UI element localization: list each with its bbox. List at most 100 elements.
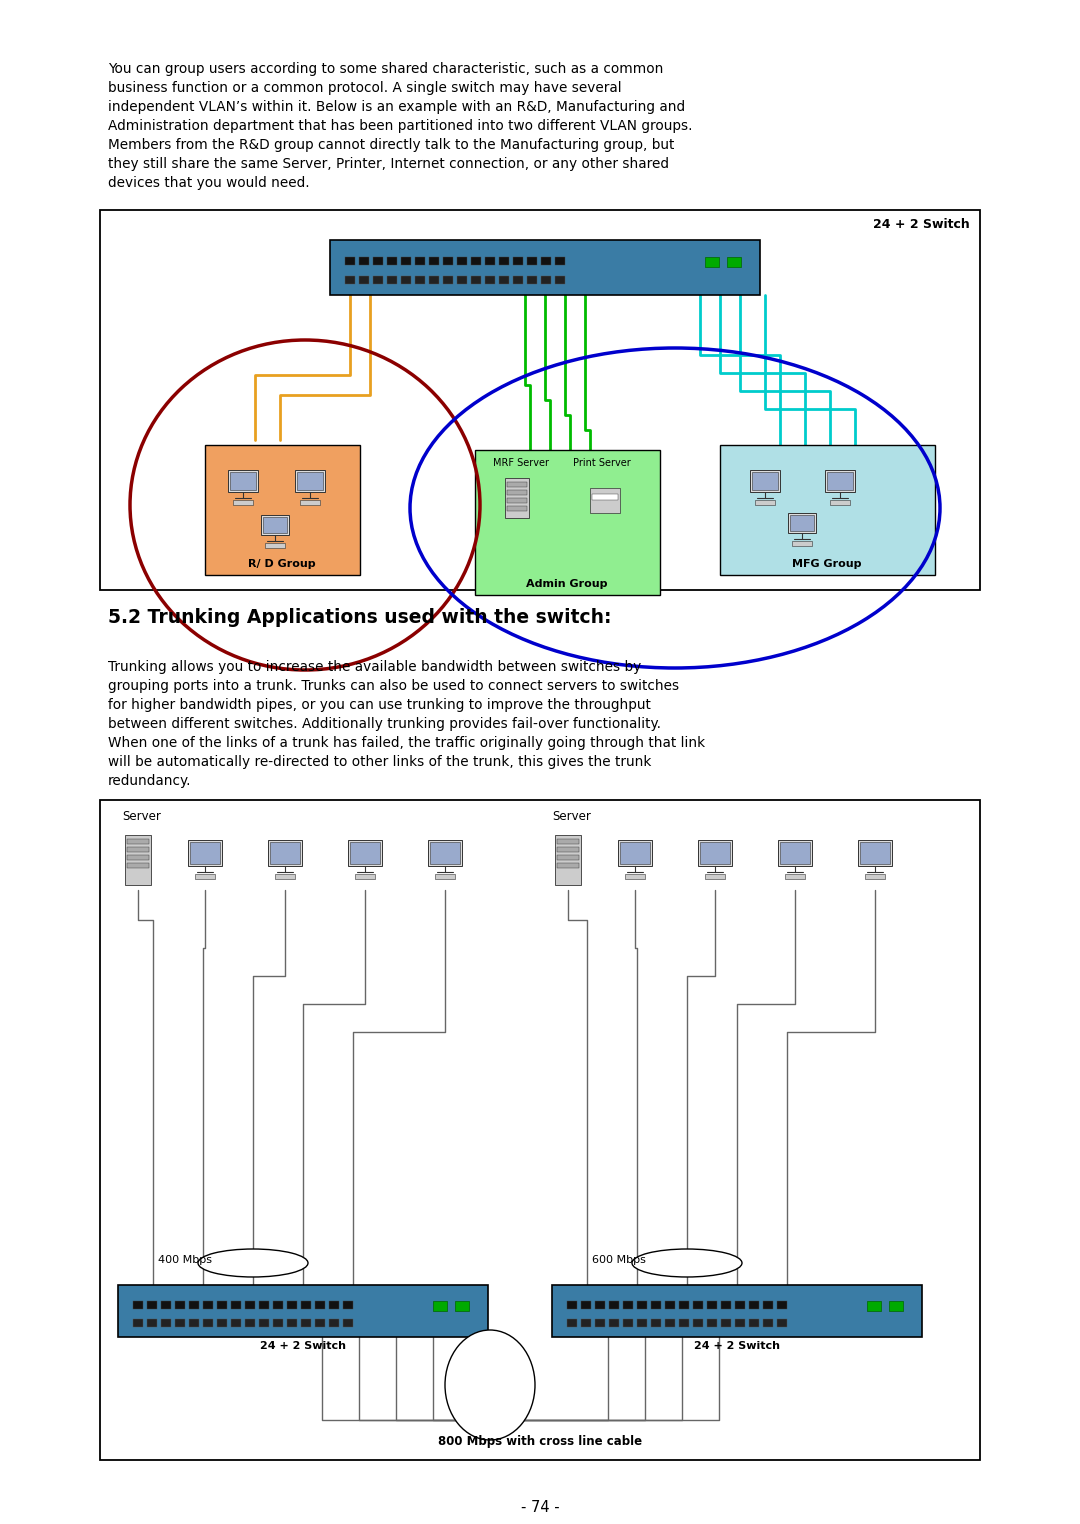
Text: 24 + 2 Switch: 24 + 2 Switch	[260, 1341, 346, 1350]
Text: - 74 -: - 74 -	[521, 1500, 559, 1515]
Bar	[301, 1300, 311, 1309]
Bar	[475, 450, 660, 594]
Bar	[651, 1318, 661, 1327]
Bar	[620, 841, 650, 864]
Text: 800 Mbps with cross line cable: 800 Mbps with cross line cable	[437, 1436, 643, 1448]
Bar	[471, 256, 481, 265]
Bar	[300, 500, 320, 504]
Text: 5.2 Trunking Applications used with the switch:: 5.2 Trunking Applications used with the …	[108, 608, 611, 626]
Bar	[581, 1300, 591, 1309]
Bar	[557, 863, 579, 869]
Bar	[230, 472, 256, 491]
Text: between different switches. Additionally trunking provides fail-over functionali: between different switches. Additionally…	[108, 716, 661, 732]
Ellipse shape	[445, 1330, 535, 1440]
Bar	[275, 873, 295, 879]
Bar	[513, 256, 523, 265]
Bar	[567, 1300, 577, 1309]
Bar	[720, 445, 935, 575]
Bar	[245, 1318, 255, 1327]
Bar	[707, 1318, 717, 1327]
Bar	[175, 1318, 185, 1327]
Bar	[679, 1300, 689, 1309]
Bar	[415, 276, 426, 283]
Bar	[752, 472, 778, 491]
Bar	[595, 1300, 605, 1309]
Bar	[203, 1300, 213, 1309]
Bar	[499, 276, 509, 283]
Bar	[457, 256, 467, 265]
Bar	[100, 210, 980, 590]
Bar	[315, 1318, 325, 1327]
Bar	[345, 276, 355, 283]
Bar	[259, 1300, 269, 1309]
Bar	[507, 491, 527, 495]
Bar	[118, 1285, 488, 1337]
Bar	[625, 873, 645, 879]
Bar	[217, 1300, 227, 1309]
Bar	[295, 469, 325, 492]
Bar	[265, 543, 285, 549]
Bar	[825, 469, 855, 492]
Bar	[693, 1318, 703, 1327]
Bar	[698, 840, 732, 866]
Bar	[507, 482, 527, 488]
Bar	[147, 1318, 157, 1327]
Bar	[831, 500, 850, 504]
Bar	[329, 1318, 339, 1327]
Bar	[455, 1300, 469, 1311]
Bar	[780, 841, 810, 864]
Text: When one of the links of a trunk has failed, the traffic originally going throug: When one of the links of a trunk has fai…	[108, 736, 705, 750]
Bar	[858, 840, 892, 866]
Bar	[387, 276, 397, 283]
Bar	[401, 256, 411, 265]
Bar	[789, 515, 814, 530]
Bar	[297, 472, 323, 491]
Bar	[721, 1300, 731, 1309]
Bar	[485, 256, 495, 265]
Bar	[217, 1318, 227, 1327]
Text: Admin Group: Admin Group	[526, 579, 608, 588]
Bar	[261, 515, 289, 535]
Text: 24 + 2 Switch: 24 + 2 Switch	[694, 1341, 780, 1350]
Bar	[527, 276, 537, 283]
Bar	[735, 1300, 745, 1309]
Bar	[127, 863, 149, 869]
Bar	[590, 488, 620, 514]
Bar	[705, 256, 719, 267]
Bar	[792, 541, 812, 546]
Bar	[287, 1300, 297, 1309]
Bar	[637, 1318, 647, 1327]
Bar	[273, 1300, 283, 1309]
Bar	[125, 835, 151, 885]
Bar	[195, 873, 215, 879]
Bar	[127, 855, 149, 860]
Bar	[127, 840, 149, 844]
Text: You can group users according to some shared characteristic, such as a common: You can group users according to some sh…	[108, 62, 663, 76]
Bar	[860, 841, 890, 864]
Text: Administration department that has been partitioned into two different VLAN grou: Administration department that has been …	[108, 119, 692, 133]
Bar	[415, 256, 426, 265]
Bar	[301, 1318, 311, 1327]
Bar	[865, 873, 885, 879]
Bar	[443, 276, 453, 283]
Bar	[350, 841, 380, 864]
Bar	[188, 840, 222, 866]
Bar	[785, 873, 805, 879]
Bar	[595, 1318, 605, 1327]
Bar	[777, 1300, 787, 1309]
Bar	[552, 1285, 922, 1337]
Bar	[355, 873, 375, 879]
Text: Server: Server	[122, 809, 161, 823]
Text: Print Server: Print Server	[573, 459, 631, 468]
Bar	[175, 1300, 185, 1309]
Bar	[555, 256, 565, 265]
Bar	[665, 1318, 675, 1327]
Bar	[264, 517, 287, 533]
Bar	[205, 445, 360, 575]
Bar	[133, 1318, 143, 1327]
Bar	[315, 1300, 325, 1309]
Bar	[827, 472, 853, 491]
Bar	[755, 500, 775, 504]
Bar	[623, 1318, 633, 1327]
Bar	[203, 1318, 213, 1327]
